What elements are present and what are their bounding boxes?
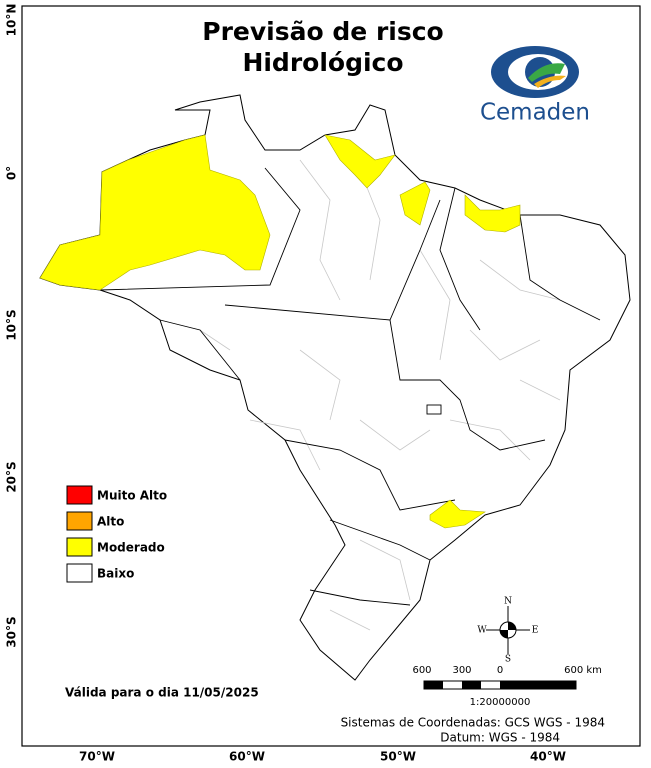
legend-swatch: [66, 511, 93, 531]
lon-label: 70°W: [79, 750, 115, 764]
legend-swatch: [66, 537, 93, 557]
state-borders: [99, 167, 601, 606]
scale-label: 0: [497, 665, 503, 676]
basin-lines: [199, 159, 561, 631]
legend-label: Baixo: [97, 567, 134, 581]
lon-label: 40°W: [530, 750, 566, 764]
compass-w: W: [477, 626, 487, 636]
legend-label: Moderado: [97, 541, 165, 555]
lat-label: 10°N: [5, 4, 19, 37]
lat-label: 30°S: [5, 616, 19, 647]
compass-e: E: [532, 626, 539, 636]
lon-label: 50°W: [380, 750, 416, 764]
lat-label: 10°S: [5, 309, 19, 340]
scale-bar: 600 300 0 600 km 1:20000000: [412, 665, 601, 708]
legend-swatch: [66, 563, 93, 583]
moderate-areas: [39, 134, 521, 529]
risk-area: [39, 134, 271, 291]
lon-label: 60°W: [229, 750, 265, 764]
legend: Muito Alto Alto Moderado Baixo: [66, 485, 167, 583]
compass-n: N: [504, 597, 512, 607]
scale-label: 600 km: [564, 665, 602, 676]
coordinate-system: Sistemas de Coordenadas: GCS WGS - 1984: [341, 716, 605, 730]
legend-label: Alto: [97, 515, 124, 529]
title-line: Previsão de risco: [202, 17, 443, 46]
logo: Cemaden: [480, 46, 590, 126]
scale-label: 300: [452, 665, 471, 676]
legend-label: Muito Alto: [97, 489, 167, 503]
scale-label: 600: [412, 665, 431, 676]
lat-labels: 10°N 0° 10°S 20°S 30°S: [5, 4, 19, 648]
risk-area: [399, 181, 431, 226]
compass: N S E W: [477, 597, 538, 665]
lat-label: 0°: [5, 166, 19, 180]
compass-s: S: [505, 655, 511, 665]
lat-label: 20°S: [5, 461, 19, 492]
risk-area: [464, 194, 521, 233]
datum: Datum: WGS - 1984: [440, 731, 560, 745]
logo-text: Cemaden: [480, 100, 590, 126]
lon-labels: 70°W 60°W 50°W 40°W: [79, 750, 566, 764]
validity-date: Válida para o dia 11/05/2025: [65, 686, 259, 700]
scale-ratio: 1:20000000: [470, 697, 531, 708]
title-line: Hidrológico: [242, 48, 403, 77]
risk-area: [324, 134, 396, 189]
risk-area: [429, 499, 486, 529]
legend-swatch: [66, 485, 93, 505]
